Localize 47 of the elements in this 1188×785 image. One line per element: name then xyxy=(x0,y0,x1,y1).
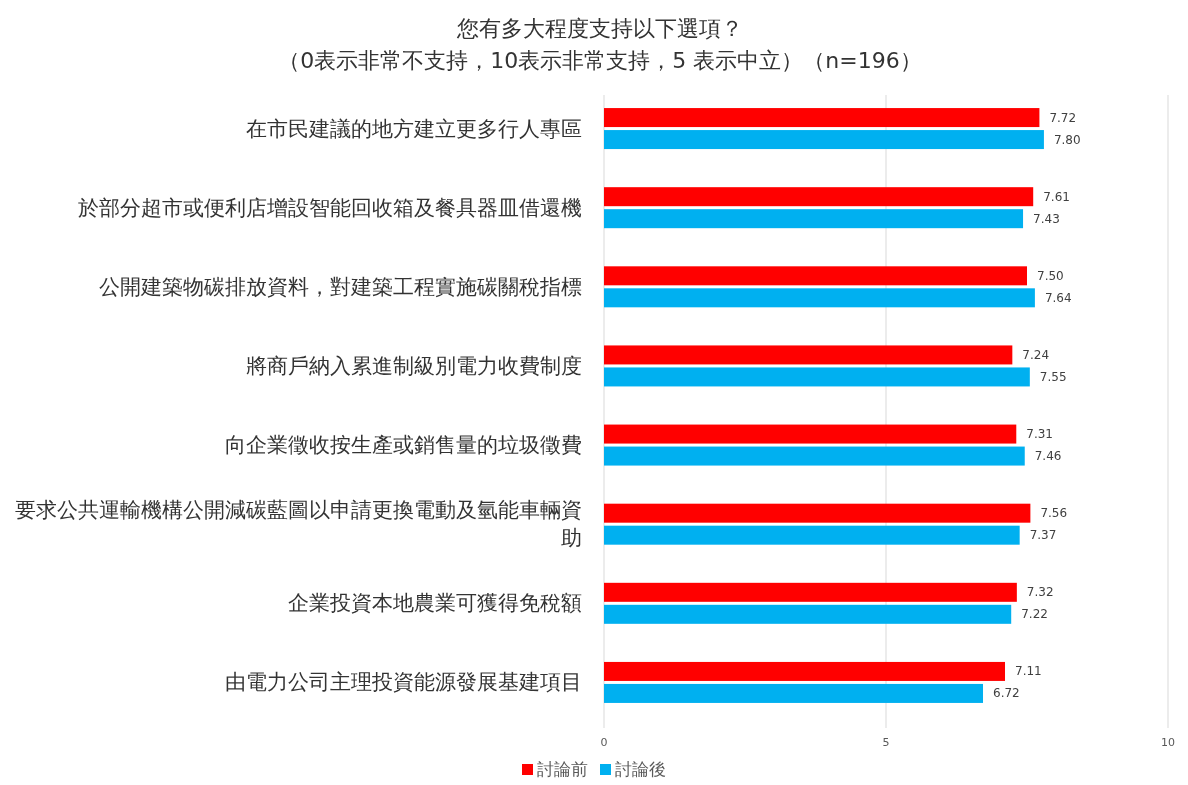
data-label: 7.55 xyxy=(1039,369,1067,384)
bar xyxy=(604,446,1025,466)
data-label: 7.22 xyxy=(1021,607,1048,622)
y-tick-label: 企業投資本地農業可獲得免稅額 xyxy=(288,591,582,616)
chart-title: 您有多大程度支持以下選項？ xyxy=(456,16,743,41)
y-tick-label: 於部分超市或便利店增設智能回收箱及餐具器皿借還機 xyxy=(78,195,582,220)
y-tick-label: 向企業徵收按生產或銷售量的垃圾徵費 xyxy=(225,433,582,458)
legend-label: 討論後 xyxy=(615,759,666,779)
bar xyxy=(604,288,1035,308)
data-label: 7.64 xyxy=(1044,290,1072,305)
data-label: 7.31 xyxy=(1026,427,1053,442)
x-tick-label: 0 xyxy=(600,736,608,749)
y-tick-label: 要求公共運輸機構公開減碳藍圖以申請更換電動及氫能車輛資助 xyxy=(15,498,582,551)
bar xyxy=(604,424,1017,444)
bar xyxy=(604,130,1044,150)
data-label: 7.46 xyxy=(1034,449,1062,464)
data-label: 7.32 xyxy=(1026,585,1054,600)
bar xyxy=(604,187,1034,207)
chart-subtitle: （0表示非常不支持，10表示非常支持，5 表示中立）（n=196） xyxy=(278,48,922,73)
x-tick-label: 10 xyxy=(1161,736,1175,749)
bar xyxy=(604,266,1027,286)
data-label: 7.80 xyxy=(1053,132,1081,147)
y-tick-label: 將商戶納入累進制級別電力收費制度 xyxy=(246,353,582,378)
bar xyxy=(604,367,1030,387)
y-tick-label: 公開建築物碳排放資料，對建築工程實施碳關稅指標 xyxy=(99,274,582,299)
bar xyxy=(604,503,1031,523)
bar xyxy=(604,604,1012,624)
data-label: 7.72 xyxy=(1049,110,1077,125)
data-label: 6.72 xyxy=(993,686,1020,701)
bar xyxy=(604,345,1013,365)
data-label: 7.37 xyxy=(1029,528,1057,543)
bar xyxy=(604,683,984,703)
data-label: 7.50 xyxy=(1037,268,1064,283)
data-label: 7.43 xyxy=(1033,211,1060,226)
legend-label: 討論前 xyxy=(537,759,588,779)
y-tick-label: 在市民建議的地方建立更多行人專區 xyxy=(246,116,582,141)
bar xyxy=(604,108,1040,128)
y-tick-label: 由電力公司主理投資能源發展基建項目 xyxy=(225,670,582,695)
data-label: 7.11 xyxy=(1015,664,1042,679)
data-label: 7.24 xyxy=(1022,347,1050,362)
data-label: 7.61 xyxy=(1043,189,1070,204)
x-tick-label: 5 xyxy=(882,736,890,749)
bar xyxy=(604,661,1005,681)
data-label: 7.56 xyxy=(1040,506,1068,521)
bar xyxy=(604,582,1017,602)
bar xyxy=(604,209,1024,229)
bar xyxy=(604,525,1020,545)
